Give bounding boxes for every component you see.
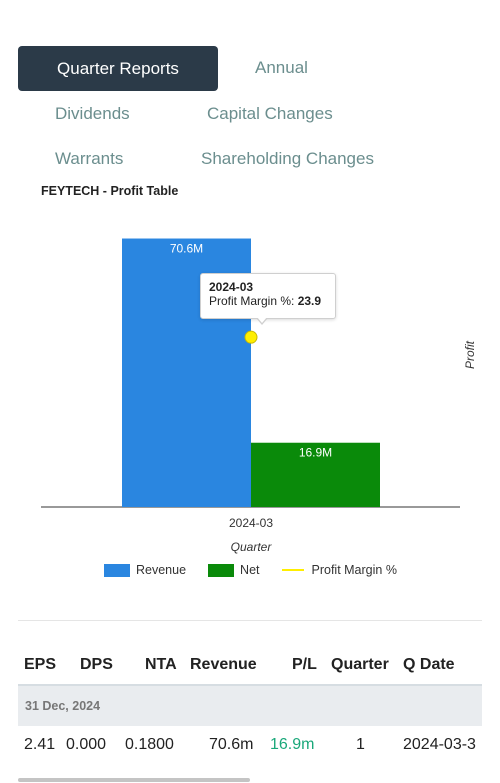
tab-warrants[interactable]: Warrants — [55, 149, 124, 168]
col-header-dps[interactable]: DPS — [80, 656, 113, 673]
chart-title: FEYTECH - Profit Table — [41, 184, 179, 198]
legend-swatch-profit-margin — [281, 569, 304, 571]
section-divider — [18, 620, 482, 621]
tooltip-body: Profit Margin %: 23.9 — [209, 294, 327, 308]
tab-capital-changes[interactable]: Capital Changes — [207, 104, 333, 123]
chart-legend: Revenue Net Profit Margin % — [104, 563, 419, 577]
x-axis-label: Quarter — [231, 540, 273, 554]
table-row[interactable]: 2.41 0.000 0.1800 70.6m 16.9m 1 2024-03-… — [0, 726, 500, 766]
header-underline — [18, 684, 482, 686]
col-header-pl[interactable]: P/L — [292, 656, 317, 673]
col-header-nta[interactable]: NTA — [145, 656, 177, 673]
col-header-revenue[interactable]: Revenue — [190, 656, 257, 673]
legend-swatch-revenue — [104, 563, 130, 577]
tooltip-title: 2024-03 — [209, 280, 254, 294]
legend-item-net[interactable]: Net — [208, 563, 260, 577]
tab-annual[interactable]: Annual — [255, 58, 308, 77]
legend-label-revenue: Revenue — [136, 563, 187, 577]
cell-qdate: 2024-03-3 — [403, 736, 476, 753]
horizontal-scrollbar[interactable] — [18, 778, 250, 782]
tooltip-label: Profit Margin %: — [209, 294, 295, 308]
legend-item-profit-margin[interactable]: Profit Margin % — [281, 563, 397, 577]
legend-label-net: Net — [240, 563, 260, 577]
data-label-revenue: 70.6M — [170, 242, 203, 256]
col-header-qdate[interactable]: Q Date — [403, 656, 455, 673]
data-label-net: 16.9M — [299, 446, 332, 460]
tooltip-value: 23.9 — [297, 294, 322, 308]
group-label: 31 Dec, 2024 — [25, 699, 101, 713]
cell-nta: 0.1800 — [125, 736, 174, 753]
chart-tooltip: 2024-03 Profit Margin %: 23.9 — [200, 273, 336, 319]
col-header-quarter[interactable]: Quarter — [331, 656, 389, 673]
point-profit-margin[interactable] — [244, 330, 258, 344]
table-header: EPS DPS NTA Revenue P/L Quarter Q Date — [0, 648, 500, 684]
y2-axis-label: Profit — [463, 340, 477, 369]
cell-quarter: 1 — [356, 736, 365, 753]
cell-dps: 0.000 — [66, 736, 107, 753]
col-header-eps[interactable]: EPS — [24, 656, 57, 673]
cell-pl: 16.9m — [270, 736, 315, 753]
tab-quarter-reports[interactable]: Quarter Reports — [18, 46, 218, 91]
bar-net[interactable] — [251, 442, 380, 507]
legend-swatch-net — [208, 563, 235, 577]
x-tick-label: 2024-03 — [229, 516, 273, 530]
tab-shareholding-changes[interactable]: Shareholding Changes — [201, 149, 374, 168]
table-group-row: 31 Dec, 2024 — [18, 686, 482, 726]
tab-dividends[interactable]: Dividends — [55, 104, 130, 123]
tooltip-arrow-inner — [257, 317, 267, 323]
cell-eps: 2.41 — [24, 736, 56, 753]
legend-item-revenue[interactable]: Revenue — [104, 563, 186, 577]
cell-revenue: 70.6m — [209, 736, 254, 753]
profit-chart: 70.6M 16.9M 2024-03 Quarter Profit — [41, 238, 477, 554]
legend-label-profit-margin: Profit Margin % — [311, 563, 397, 577]
